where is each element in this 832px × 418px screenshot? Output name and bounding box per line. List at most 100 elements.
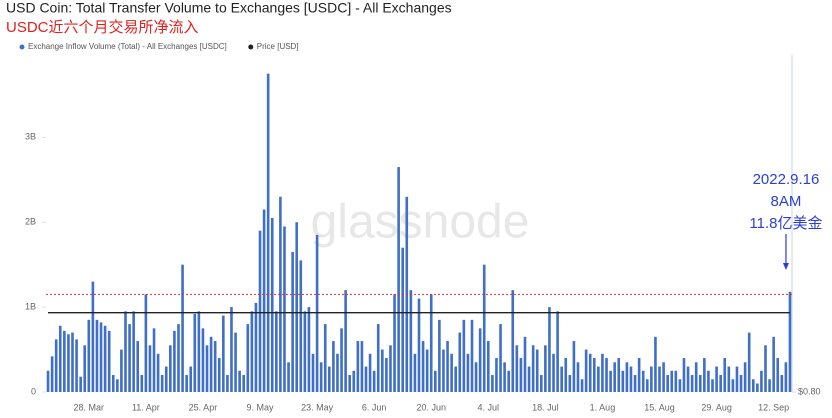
bar xyxy=(462,319,466,392)
bar xyxy=(124,311,127,392)
bar xyxy=(254,302,258,392)
bar xyxy=(694,362,698,392)
bar xyxy=(544,345,547,392)
bar xyxy=(613,362,616,392)
legend-marker xyxy=(19,44,25,50)
legend-label: Price [USD] xyxy=(257,42,299,51)
bar xyxy=(515,345,519,392)
bar xyxy=(650,366,653,392)
bar xyxy=(279,196,282,392)
bar xyxy=(466,353,470,392)
bar xyxy=(511,290,515,392)
bar xyxy=(193,313,197,392)
bar xyxy=(552,353,555,392)
bar xyxy=(674,370,678,392)
bar xyxy=(434,370,437,392)
bar xyxy=(340,328,343,392)
bar xyxy=(156,353,160,392)
bar xyxy=(429,294,433,392)
bar xyxy=(295,222,299,392)
bar xyxy=(772,336,775,392)
bar xyxy=(234,332,237,392)
bar xyxy=(185,375,188,392)
bar xyxy=(67,334,70,392)
bar xyxy=(381,349,384,392)
bar xyxy=(409,290,413,392)
bar xyxy=(727,366,731,392)
bar xyxy=(266,73,270,393)
bar xyxy=(450,353,453,392)
bar xyxy=(258,230,262,392)
bar xyxy=(79,376,82,392)
legend-marker xyxy=(248,44,254,50)
bar xyxy=(662,362,665,392)
bar xyxy=(735,366,739,392)
bar xyxy=(519,358,523,392)
bar xyxy=(164,366,168,392)
annotation-text: 8AM xyxy=(771,193,802,210)
bar xyxy=(275,311,278,392)
x-tick-label: 12. Sep xyxy=(758,402,789,412)
bar xyxy=(303,311,307,392)
bar xyxy=(425,349,429,392)
bar xyxy=(246,324,250,392)
bar xyxy=(364,366,368,392)
bar xyxy=(621,370,625,392)
bar xyxy=(283,226,286,392)
bar xyxy=(376,324,380,392)
bar xyxy=(160,375,164,392)
bar xyxy=(291,251,294,392)
bar xyxy=(348,375,352,392)
chart-title: USD Coin: Total Transfer Volume to Excha… xyxy=(6,0,452,16)
bar xyxy=(666,375,669,392)
bar xyxy=(132,311,135,392)
bar xyxy=(495,358,498,392)
bar xyxy=(299,260,303,392)
bar xyxy=(747,332,751,392)
bar xyxy=(442,349,445,392)
bar xyxy=(87,319,91,392)
bar xyxy=(421,341,425,392)
bar xyxy=(270,217,274,392)
bar xyxy=(527,366,531,392)
bar xyxy=(503,362,506,392)
bar xyxy=(678,379,682,392)
bar xyxy=(576,362,580,392)
bar xyxy=(372,370,376,392)
bar xyxy=(580,379,584,392)
x-tick-label: 28. Mar xyxy=(74,402,105,412)
bar xyxy=(690,375,694,392)
bar xyxy=(83,345,87,392)
bar xyxy=(356,341,360,392)
bar xyxy=(719,375,722,392)
bar xyxy=(486,341,490,392)
bar xyxy=(128,324,131,392)
bar xyxy=(605,358,608,392)
bar xyxy=(71,332,74,392)
bar xyxy=(238,370,241,392)
bar xyxy=(617,358,621,392)
bar xyxy=(446,341,449,392)
bar xyxy=(478,328,482,392)
bar xyxy=(788,291,792,392)
chart-subtitle: USDC近六个月交易所净流入 xyxy=(6,18,199,36)
bar xyxy=(323,324,327,392)
x-tick-label: 9. May xyxy=(247,402,275,412)
bar xyxy=(658,366,661,392)
bar xyxy=(336,353,339,392)
bar xyxy=(711,379,714,392)
x-tick-label: 6. Jun xyxy=(362,402,387,412)
bar xyxy=(46,370,50,392)
bar xyxy=(507,370,510,392)
bar xyxy=(103,325,107,392)
bar xyxy=(107,330,111,392)
bar xyxy=(670,370,674,392)
bar xyxy=(91,281,95,392)
bar xyxy=(548,307,551,392)
bar xyxy=(438,319,441,392)
bar xyxy=(307,307,311,392)
bar xyxy=(226,375,229,392)
x-tick-label: 15. Aug xyxy=(644,402,675,412)
bar xyxy=(315,234,319,392)
bar xyxy=(682,358,686,392)
